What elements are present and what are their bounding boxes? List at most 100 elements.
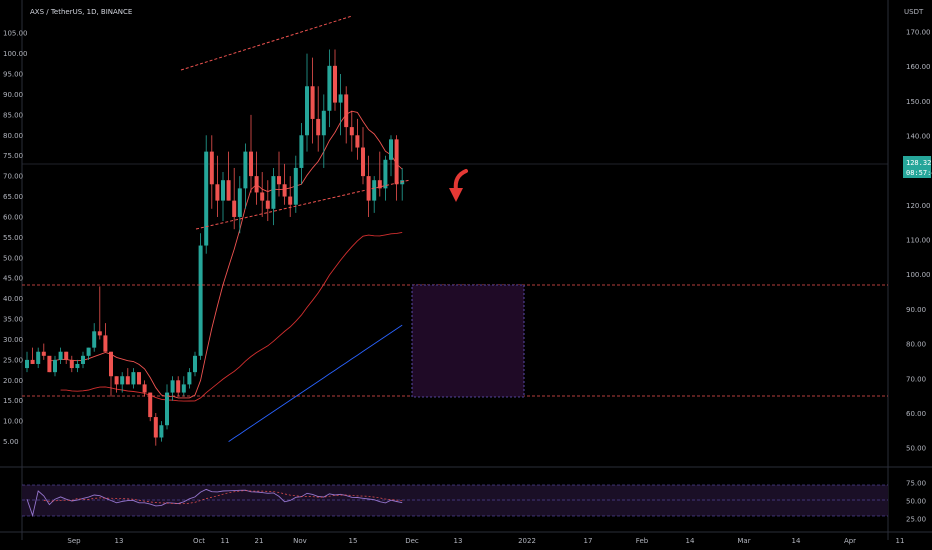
- candle[interactable]: [327, 49, 332, 128]
- candle[interactable]: [53, 355, 57, 377]
- left-axis-tick-7: 40.00: [3, 295, 23, 303]
- lower-channel-line[interactable]: [195, 179, 411, 230]
- x-axis-tick-3: 11: [221, 537, 230, 545]
- candle[interactable]: [288, 176, 293, 217]
- time-axis[interactable]: Sep 13 Oct 11 21 Nov 15 Dec 13 2022 17 Feb 14 Mar 14 Ap…: [67, 537, 904, 545]
- rsi-axis-tick-0: 75.00: [906, 479, 926, 487]
- candle[interactable]: [159, 421, 164, 442]
- candle[interactable]: [333, 49, 337, 111]
- candle[interactable]: [249, 114, 253, 193]
- candle[interactable]: [181, 376, 186, 397]
- left-axis-tick-16: 85.00: [3, 111, 23, 119]
- candle[interactable]: [305, 53, 309, 152]
- candles[interactable]: [25, 49, 405, 446]
- candle[interactable]: [109, 351, 113, 397]
- candle[interactable]: [394, 135, 399, 201]
- candle[interactable]: [58, 347, 63, 364]
- candle[interactable]: [355, 118, 360, 160]
- candle[interactable]: [187, 368, 192, 389]
- candle[interactable]: [361, 127, 365, 185]
- x-axis-tick-0: Sep: [67, 537, 81, 545]
- candle[interactable]: [321, 94, 326, 168]
- left-axis-tick-10: 55.00: [3, 234, 23, 242]
- candle[interactable]: [237, 176, 242, 234]
- down-arrow-icon: [449, 169, 468, 202]
- candle[interactable]: [153, 412, 158, 446]
- rsi-ma-line: [43, 490, 403, 505]
- left-axis-tick-17: 90.00: [3, 91, 23, 99]
- candle[interactable]: [265, 180, 270, 222]
- candle[interactable]: [81, 351, 85, 369]
- candle[interactable]: [165, 384, 169, 430]
- candle[interactable]: [221, 172, 225, 222]
- right-axis-tick-0: 50.00: [906, 445, 926, 453]
- candle[interactable]: [299, 123, 304, 185]
- candle[interactable]: [114, 376, 119, 393]
- candle[interactable]: [25, 351, 29, 373]
- x-axis-tick-8: 13: [454, 537, 463, 545]
- candle[interactable]: [293, 155, 298, 213]
- candle[interactable]: [30, 347, 35, 364]
- candle[interactable]: [232, 167, 237, 230]
- candle[interactable]: [97, 286, 102, 340]
- candle[interactable]: [148, 392, 153, 422]
- candle[interactable]: [131, 368, 136, 389]
- candle[interactable]: [92, 323, 97, 352]
- candle[interactable]: [103, 323, 108, 352]
- rsi-line: [26, 488, 403, 518]
- right-axis-tick-5: 100.00: [906, 271, 931, 279]
- candle[interactable]: [377, 151, 382, 197]
- left-axis-tick-19: 100.00: [3, 50, 28, 58]
- candle[interactable]: [41, 343, 46, 360]
- candle[interactable]: [120, 372, 125, 393]
- candle[interactable]: [389, 135, 393, 177]
- candle[interactable]: [47, 355, 52, 373]
- candle[interactable]: [69, 355, 74, 373]
- x-axis-tick-1: 13: [115, 537, 124, 545]
- candle[interactable]: [310, 57, 315, 144]
- candle[interactable]: [137, 372, 141, 385]
- candle[interactable]: [316, 86, 321, 152]
- candle[interactable]: [372, 176, 377, 213]
- x-axis-tick-11: Feb: [636, 537, 649, 545]
- candle[interactable]: [349, 110, 354, 152]
- x-axis-tick-4: 21: [255, 537, 264, 545]
- candle[interactable]: [36, 347, 41, 369]
- chart-title: AXS / TetherUS, 1D, BINANCE: [30, 8, 132, 16]
- left-price-axis[interactable]: 5.00 10.00 15.00 20.00 25.00 30.00 35.00 40.00 4…: [3, 30, 28, 446]
- candle[interactable]: [193, 351, 197, 377]
- candle[interactable]: [271, 167, 276, 226]
- candle[interactable]: [64, 351, 69, 364]
- candle[interactable]: [226, 151, 231, 201]
- candle[interactable]: [215, 155, 220, 217]
- candle[interactable]: [176, 376, 181, 397]
- candle[interactable]: [260, 172, 265, 217]
- candle[interactable]: [338, 74, 343, 136]
- candle[interactable]: [142, 380, 147, 397]
- candle[interactable]: [243, 143, 248, 209]
- candle[interactable]: [277, 151, 281, 197]
- candle[interactable]: [170, 376, 175, 401]
- target-box[interactable]: [411, 284, 525, 398]
- candle[interactable]: [75, 359, 80, 373]
- candle[interactable]: [383, 155, 388, 201]
- rsi-axis[interactable]: 75.00 50.00 25.00: [906, 479, 926, 523]
- candle[interactable]: [198, 233, 203, 360]
- candle[interactable]: [254, 151, 259, 205]
- price-tag-countdown: 08:57:47: [906, 169, 932, 177]
- candle[interactable]: [204, 135, 209, 254]
- x-axis-tick-14: 14: [792, 537, 801, 545]
- right-axis-tick-12: 170.00: [906, 28, 931, 36]
- candle[interactable]: [86, 347, 91, 360]
- candle[interactable]: [344, 86, 349, 144]
- ma-slow-line: [60, 231, 403, 402]
- candle[interactable]: [209, 135, 214, 209]
- candle[interactable]: [125, 368, 130, 385]
- x-axis-tick-10: 17: [584, 537, 593, 545]
- rsi-pane[interactable]: [22, 484, 888, 518]
- candle[interactable]: [366, 155, 371, 217]
- right-axis-tick-2: 70.00: [906, 375, 926, 383]
- left-axis-tick-20: 105.00: [3, 30, 28, 38]
- candle[interactable]: [282, 163, 287, 205]
